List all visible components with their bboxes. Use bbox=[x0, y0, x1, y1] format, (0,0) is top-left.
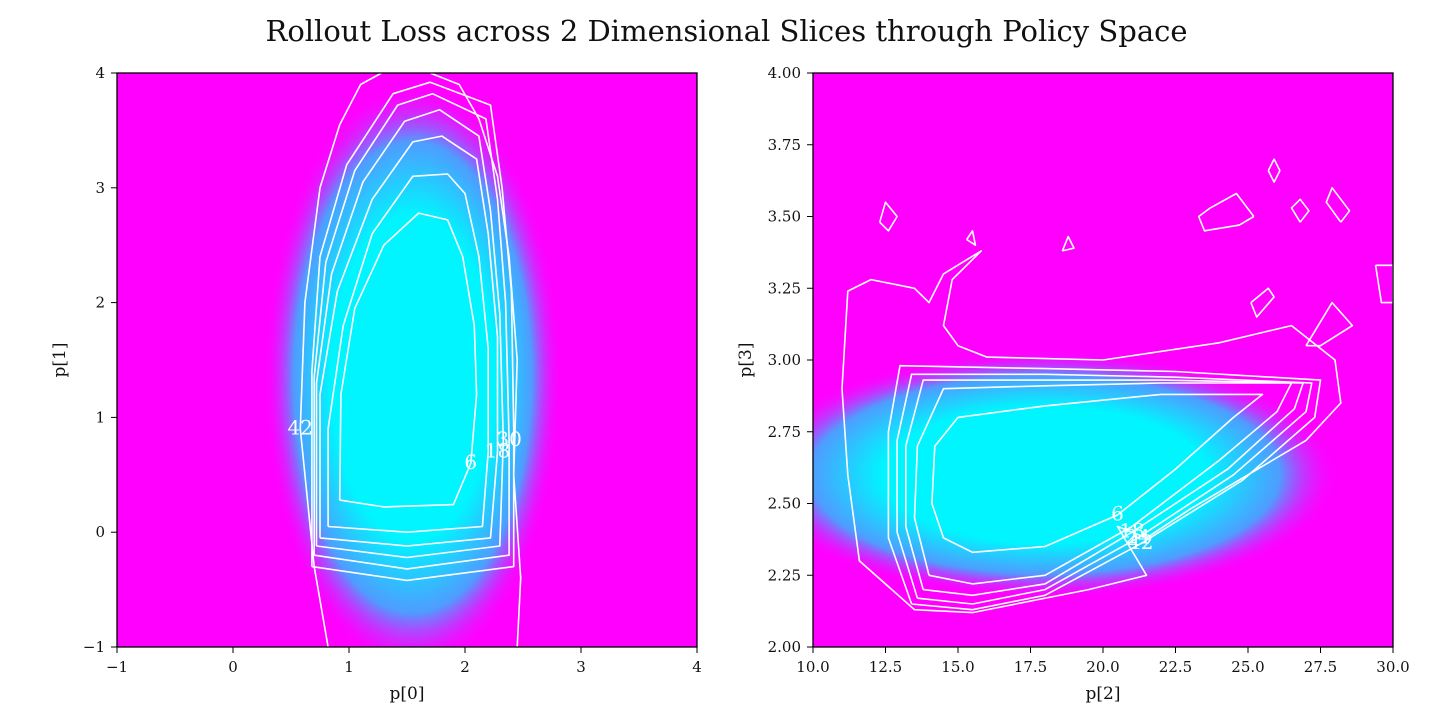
right-y-tick-label: 3.75 bbox=[768, 136, 801, 154]
right-contour-label-6: 6 bbox=[1111, 501, 1124, 525]
right-contour-level-42-12 bbox=[1267, 158, 1281, 183]
right-contour-level-42-15 bbox=[1374, 264, 1393, 304]
left-contour-label-30: 30 bbox=[496, 427, 521, 451]
left-y-tick-label: −1 bbox=[83, 638, 105, 656]
right-x-tick-label: 22.5 bbox=[1159, 658, 1192, 676]
left-x-tick-label: 4 bbox=[692, 658, 702, 676]
right-contour-level-42-5 bbox=[841, 250, 1342, 614]
right-x-axis-label: p[2] bbox=[1086, 684, 1121, 704]
left-contour-label-18: 18 bbox=[485, 438, 510, 462]
right-contour-level-6-0 bbox=[931, 393, 1264, 554]
left-contour-level-42-6 bbox=[299, 73, 382, 647]
right-contour-level-42-9 bbox=[878, 201, 898, 232]
right-y-tick-label: 4.00 bbox=[768, 64, 801, 82]
right-contour-level-42-8 bbox=[1290, 198, 1310, 223]
left-x-tick-label: 0 bbox=[228, 658, 238, 676]
right-y-tick-label: 2.50 bbox=[768, 495, 801, 513]
left-contour-level-24-3 bbox=[315, 108, 505, 559]
right-contour-level-42-14 bbox=[1305, 301, 1354, 347]
right-low-loss-region bbox=[813, 350, 1339, 599]
left-x-tick-label: −1 bbox=[106, 658, 128, 676]
left-y-tick-label: 0 bbox=[95, 523, 105, 541]
left-contour-level-12-1 bbox=[327, 173, 490, 534]
left-contour-level-6-0 bbox=[338, 212, 478, 508]
right-y-tick-label: 3.00 bbox=[768, 351, 801, 369]
right-x-tick-label: 30.0 bbox=[1376, 658, 1409, 676]
left-x-tick-label: 1 bbox=[344, 658, 354, 676]
left-contour-level-36-5 bbox=[311, 81, 515, 582]
left-x-axis-label: p[0] bbox=[390, 684, 425, 704]
left-y-tick-label: 1 bbox=[95, 408, 105, 426]
right-x-tick-label: 27.5 bbox=[1304, 658, 1337, 676]
right-y-tick-label: 2.00 bbox=[768, 638, 801, 656]
left-contour-level-30-4 bbox=[313, 92, 510, 570]
right-plot-panel: 6 18 24 42 10.0 12.5 15.0 17.5 20.0 22.5 25.0 27.5 3… bbox=[720, 0, 1453, 727]
right-x-tick-label: 20.0 bbox=[1086, 658, 1119, 676]
left-x-tick-label: 2 bbox=[460, 658, 470, 676]
right-contour-label-18: 18 bbox=[1119, 519, 1144, 543]
left-contour-label-6: 6 bbox=[464, 450, 477, 474]
left-y-axis-label: p[1] bbox=[50, 343, 70, 378]
right-x-tick-label: 15.0 bbox=[941, 658, 974, 676]
left-contour-level-18-2 bbox=[319, 135, 499, 547]
left-contour-label-42: 42 bbox=[288, 415, 313, 439]
right-contour-level-42-13 bbox=[1250, 287, 1275, 318]
right-contour-level-36-4 bbox=[887, 364, 1322, 611]
right-contour-level-42-6 bbox=[1197, 192, 1255, 232]
right-x-tick-label: 17.5 bbox=[1014, 658, 1047, 676]
right-y-tick-label: 3.25 bbox=[768, 279, 801, 297]
left-x-tick-label: 3 bbox=[576, 658, 586, 676]
right-contour-level-42-11 bbox=[1061, 235, 1075, 252]
left-y-tick-label: 3 bbox=[95, 179, 105, 197]
figure-title: Rollout Loss across 2 Dimensional Slices… bbox=[265, 14, 1188, 48]
left-plot-panel: 6 18 30 42 −1 0 1 2 3 4 −1 0 1 2 3 4 p[0] p[1] bbox=[50, 64, 702, 704]
right-contour-level-42-7 bbox=[1325, 187, 1351, 223]
right-y-tick-label: 2.75 bbox=[768, 423, 801, 441]
left-y-tick-label: 2 bbox=[95, 294, 105, 312]
right-y-axis-label: p[3] bbox=[736, 343, 756, 378]
left-plot-frame bbox=[116, 72, 698, 648]
left-contour-level-42-7 bbox=[429, 73, 522, 647]
right-x-tick-label: 12.5 bbox=[869, 658, 902, 676]
left-y-tick-label: 4 bbox=[95, 64, 105, 82]
right-contour-level-24-3 bbox=[896, 373, 1313, 605]
right-y-tick-label: 3.50 bbox=[768, 208, 801, 226]
right-x-tick-label: 25.0 bbox=[1231, 658, 1264, 676]
right-contour-level-42-10 bbox=[966, 230, 977, 246]
right-x-tick-label: 10.0 bbox=[796, 658, 829, 676]
right-y-tick-label: 2.25 bbox=[768, 566, 801, 584]
